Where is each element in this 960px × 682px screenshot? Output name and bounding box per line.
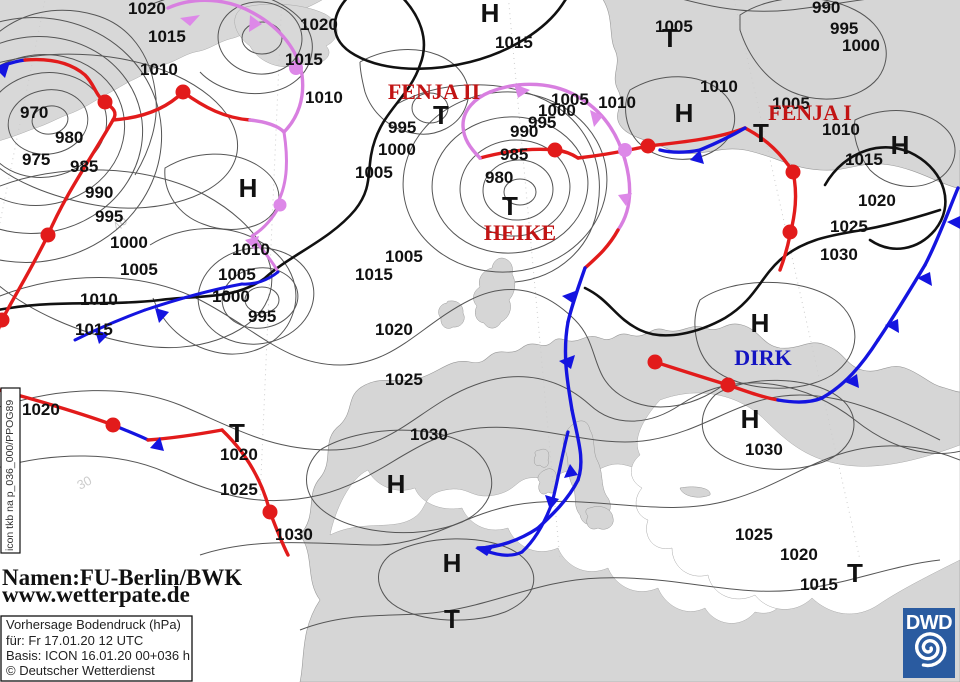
svg-text:1005: 1005 bbox=[355, 163, 393, 182]
svg-text:1010: 1010 bbox=[598, 93, 636, 112]
svg-text:995: 995 bbox=[388, 118, 416, 137]
svg-text:1015: 1015 bbox=[75, 320, 113, 339]
svg-text:H: H bbox=[891, 130, 910, 160]
svg-text:980: 980 bbox=[55, 128, 83, 147]
svg-text:1015: 1015 bbox=[355, 265, 393, 284]
svg-text:1030: 1030 bbox=[820, 245, 858, 264]
svg-text:1030: 1030 bbox=[275, 525, 313, 544]
svg-text:HEIKE: HEIKE bbox=[484, 220, 556, 245]
svg-text:1025: 1025 bbox=[735, 525, 773, 544]
svg-text:1000: 1000 bbox=[378, 140, 416, 159]
svg-text:1005: 1005 bbox=[120, 260, 158, 279]
svg-text:1015: 1015 bbox=[845, 150, 883, 169]
svg-text:1025: 1025 bbox=[385, 370, 423, 389]
svg-text:T: T bbox=[433, 100, 449, 130]
svg-text:H: H bbox=[481, 0, 500, 28]
svg-text:1000: 1000 bbox=[212, 287, 250, 306]
svg-text:www.wetterpate.de: www.wetterpate.de bbox=[2, 582, 190, 607]
svg-text:1020: 1020 bbox=[375, 320, 413, 339]
svg-text:1015: 1015 bbox=[495, 33, 533, 52]
svg-text:985: 985 bbox=[70, 157, 98, 176]
svg-text:995: 995 bbox=[95, 207, 123, 226]
svg-text:1015: 1015 bbox=[285, 50, 323, 69]
svg-text:T: T bbox=[502, 191, 518, 221]
svg-text:1030: 1030 bbox=[410, 425, 448, 444]
svg-text:1005: 1005 bbox=[551, 90, 589, 109]
svg-text:1005: 1005 bbox=[385, 247, 423, 266]
svg-text:975: 975 bbox=[22, 150, 50, 169]
svg-text:985: 985 bbox=[500, 145, 528, 164]
svg-text:H: H bbox=[675, 98, 694, 128]
svg-text:© Deutscher Wetterdienst: © Deutscher Wetterdienst bbox=[6, 663, 155, 678]
svg-text:1010: 1010 bbox=[232, 240, 270, 259]
svg-text:1005: 1005 bbox=[218, 265, 256, 284]
svg-text:1000: 1000 bbox=[110, 233, 148, 252]
svg-text:1030: 1030 bbox=[745, 440, 783, 459]
svg-text:990: 990 bbox=[85, 183, 113, 202]
svg-text:1010: 1010 bbox=[140, 60, 178, 79]
svg-text:995: 995 bbox=[248, 307, 276, 326]
svg-text:Vorhersage Bodendruck (hPa): Vorhersage Bodendruck (hPa) bbox=[6, 617, 181, 632]
svg-text:H: H bbox=[741, 404, 760, 434]
svg-text:1015: 1015 bbox=[148, 27, 186, 46]
svg-text:1015: 1015 bbox=[800, 575, 838, 594]
svg-text:1020: 1020 bbox=[300, 15, 338, 34]
svg-text:T: T bbox=[229, 418, 245, 448]
svg-text:für: Fr 17.01.20 12 UTC: für: Fr 17.01.20 12 UTC bbox=[6, 633, 143, 648]
svg-text:1020: 1020 bbox=[780, 545, 818, 564]
svg-text:T: T bbox=[444, 604, 460, 634]
svg-text:990: 990 bbox=[812, 0, 840, 17]
svg-text:1020: 1020 bbox=[128, 0, 166, 18]
svg-text:icon tkb na p_036_000/PPOG89: icon tkb na p_036_000/PPOG89 bbox=[4, 400, 16, 551]
svg-text:T: T bbox=[753, 118, 769, 148]
svg-text:DWD: DWD bbox=[906, 612, 952, 634]
svg-text:H: H bbox=[239, 173, 258, 203]
svg-text:1010: 1010 bbox=[305, 88, 343, 107]
svg-text:T: T bbox=[847, 558, 863, 588]
svg-text:1020: 1020 bbox=[22, 400, 60, 419]
svg-text:1020: 1020 bbox=[858, 191, 896, 210]
svg-text:H: H bbox=[387, 469, 406, 499]
svg-text:DIRK: DIRK bbox=[734, 345, 791, 370]
svg-text:1010: 1010 bbox=[700, 77, 738, 96]
svg-text:1000: 1000 bbox=[842, 36, 880, 55]
svg-text:FENJA I: FENJA I bbox=[768, 100, 852, 125]
svg-text:1010: 1010 bbox=[80, 290, 118, 309]
svg-text:H: H bbox=[443, 548, 462, 578]
svg-text:H: H bbox=[751, 308, 770, 338]
svg-text:1025: 1025 bbox=[220, 480, 258, 499]
svg-text:Basis: ICON 16.01.20 00+036 h: Basis: ICON 16.01.20 00+036 h bbox=[6, 648, 190, 663]
svg-text:970: 970 bbox=[20, 103, 48, 122]
svg-text:980: 980 bbox=[485, 168, 513, 187]
svg-text:T: T bbox=[662, 23, 678, 53]
svg-text:1025: 1025 bbox=[830, 217, 868, 236]
